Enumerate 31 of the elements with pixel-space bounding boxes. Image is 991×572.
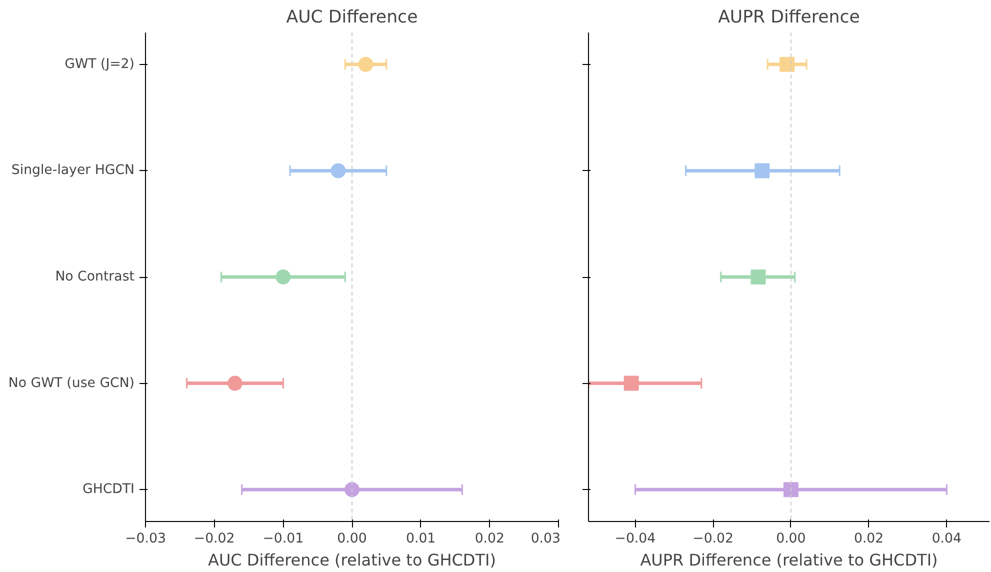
y-tick-label: GWT (J=2) [64, 56, 135, 72]
y-tick-label: GHCDTI [82, 482, 135, 498]
y-tick-label: No GWT (use GCN) [8, 376, 134, 391]
point [754, 163, 770, 178]
x-tick-label: 0.00 [337, 532, 367, 546]
x-tick-label: 0.00 [776, 532, 806, 546]
point [227, 376, 242, 391]
point [358, 56, 374, 72]
x-tick-label: −0.02 [194, 532, 235, 546]
x-tick-label: 0.04 [932, 532, 962, 546]
x-axis-title: AUPR Difference (relative to GHCDTI) [640, 550, 938, 570]
y-tick-label: Single-layer HGCN [11, 163, 135, 178]
point [624, 376, 639, 391]
x-tick-label: −0.04 [614, 532, 656, 546]
x-tick-label: 0.02 [854, 532, 884, 546]
point [344, 482, 360, 498]
point [750, 270, 766, 284]
y-tick-label: No Contrast [55, 270, 134, 284]
x-tick-label: 0.02 [474, 532, 505, 546]
point [276, 270, 291, 284]
chart-title: AUPR Difference [718, 8, 860, 28]
x-tick-label: 0.01 [406, 532, 436, 546]
point [783, 482, 798, 498]
point [330, 163, 346, 178]
x-tick-label: −0.03 [125, 532, 166, 546]
x-axis-title: AUC Difference (relative to GHCDTI) [208, 550, 496, 570]
point [780, 56, 795, 72]
x-tick-label: −0.01 [262, 532, 304, 546]
x-tick-label: 0.03 [530, 532, 561, 546]
x-tick-label: −0.02 [692, 532, 734, 546]
chart-title: AUC Difference [286, 8, 418, 28]
